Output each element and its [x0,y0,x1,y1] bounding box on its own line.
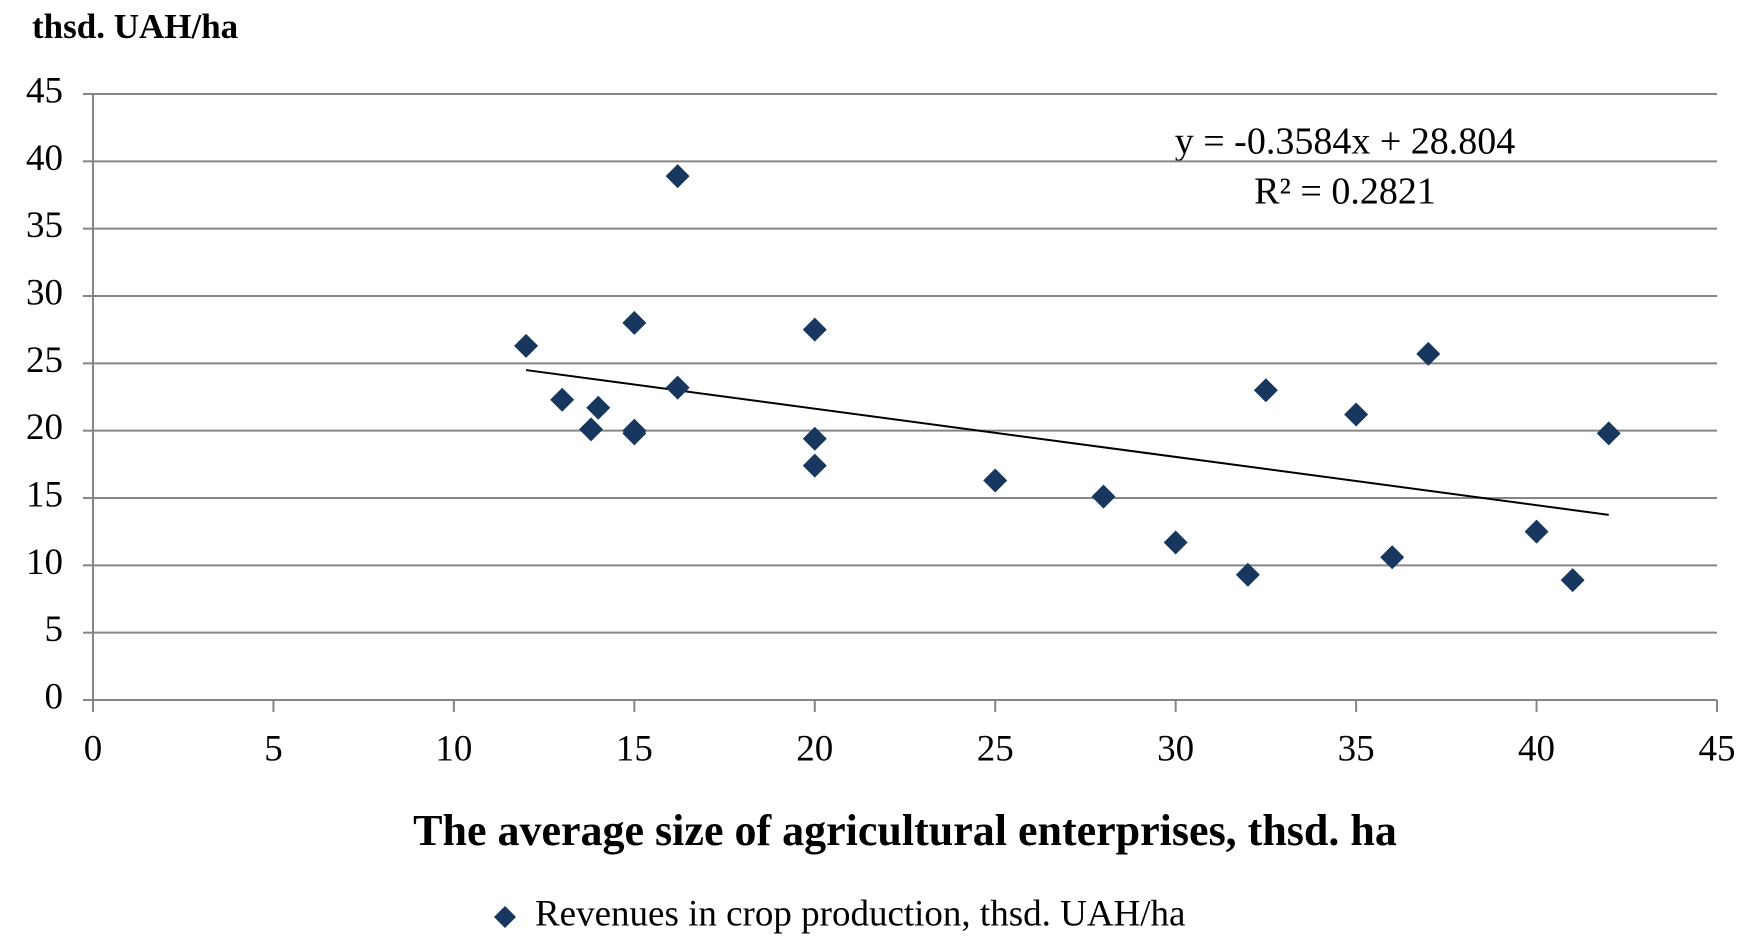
point [1253,378,1278,403]
point [1380,545,1405,570]
point [802,317,827,342]
point [622,418,647,443]
point [1163,530,1188,555]
y-tick-label: 20 [26,407,63,448]
y-tick-label: 30 [26,272,63,313]
x-tick-label: 45 [1699,728,1736,769]
x-tick-label: 25 [977,728,1014,769]
y-tick-label: 45 [26,70,63,111]
y-axis-label: thsd. UAH/ha [32,7,238,46]
point [1524,519,1549,544]
point [1091,484,1116,509]
point [1344,402,1369,427]
y-tick-label: 5 [45,609,64,650]
y-tick-label: 0 [45,676,64,717]
x-tick-label: 5 [264,728,283,769]
point [1235,562,1260,587]
point [983,468,1008,493]
y-tick-label: 40 [26,138,63,179]
legend-label: Revenues in crop production, thsd. UAH/h… [535,893,1185,934]
x-tick-label: 40 [1518,728,1555,769]
y-tick-label: 15 [26,474,63,515]
point [1560,568,1585,593]
x-axis-label: The average size of agricultural enterpr… [413,806,1397,855]
y-tick-label: 10 [26,542,63,583]
y-tick-label: 35 [26,205,63,246]
point [622,310,647,335]
trend-equation: y = -0.3584x + 28.804 [1175,121,1516,163]
x-tick-label: 15 [616,728,653,769]
x-tick-label: 10 [435,728,472,769]
point [802,453,827,478]
point [550,387,575,412]
point [665,164,690,189]
point [1416,341,1441,366]
point [802,426,827,451]
point [586,395,611,420]
point [514,333,539,358]
x-tick-label: 35 [1338,728,1375,769]
x-tick-label: 20 [796,728,833,769]
trendline [525,369,1609,516]
point [1596,421,1621,446]
x-tick-label: 0 [84,728,103,769]
x-tick-label: 30 [1157,728,1194,769]
legend-marker [494,906,516,928]
point [579,417,604,442]
trend-r-squared: R² = 0.2821 [1254,171,1436,213]
y-tick-label: 25 [26,340,63,381]
point [665,375,690,400]
